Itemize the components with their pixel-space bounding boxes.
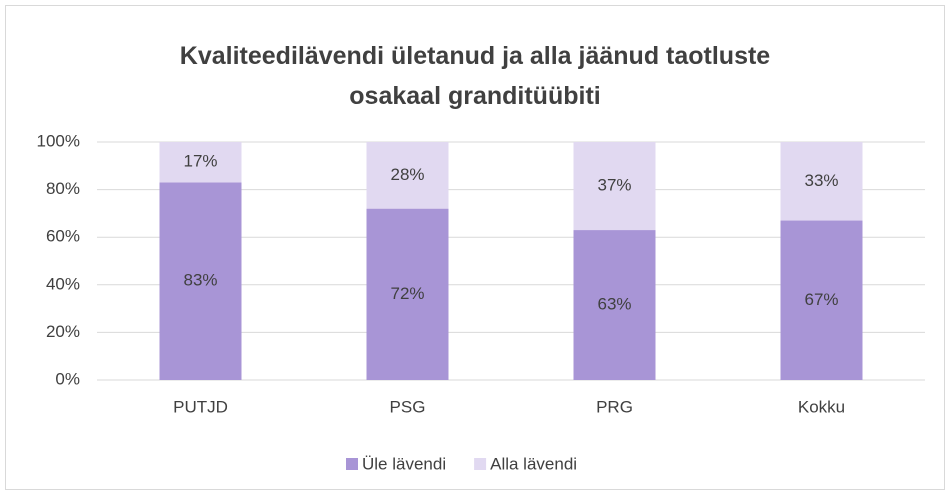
x-tick-label: PUTJD: [173, 397, 228, 416]
bar-segment: [159, 182, 242, 380]
data-label: 17%: [183, 152, 217, 171]
data-label: 67%: [804, 290, 838, 309]
data-label: 28%: [390, 165, 424, 184]
data-label: 83%: [183, 271, 217, 290]
bar-segment: [573, 142, 656, 231]
data-label: 72%: [390, 284, 424, 303]
y-tick-label: 20%: [46, 322, 80, 341]
data-label: 33%: [804, 171, 838, 190]
y-tick-label: 100%: [37, 131, 80, 150]
x-tick-label: Kokku: [798, 397, 845, 416]
y-tick-label: 40%: [46, 274, 80, 293]
bar-segment: [573, 230, 656, 380]
data-label: 37%: [597, 176, 631, 195]
x-tick-label: PRG: [596, 397, 633, 416]
data-label: 63%: [597, 295, 631, 314]
y-tick-label: 80%: [46, 179, 80, 198]
bar-segment: [780, 220, 863, 380]
bar-segment: [159, 142, 242, 183]
legend-label: Üle lävendi: [362, 454, 446, 473]
legend-label: Alla lävendi: [490, 454, 577, 473]
bar-segment: [366, 208, 449, 380]
x-tick-label: PSG: [390, 397, 426, 416]
legend-swatch: [474, 458, 487, 470]
bar-segment: [780, 142, 863, 221]
legend-swatch: [346, 458, 358, 470]
y-tick-label: 60%: [46, 227, 80, 246]
chart-title: Kvaliteedilävendi ületanud ja alla jäänu…: [179, 42, 771, 110]
bar-segment: [366, 142, 449, 209]
y-tick-label: 0%: [55, 369, 80, 388]
